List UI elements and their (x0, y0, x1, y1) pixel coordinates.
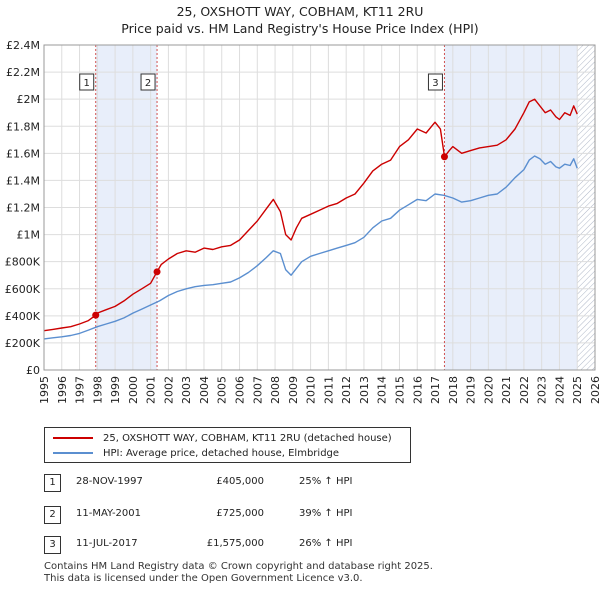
x-tick-label-2017: 2017 (429, 376, 442, 404)
y-tick-label-9: £1.8M (6, 120, 40, 133)
hpi-line (43, 155, 578, 340)
chart-title: 25, OXSHOTT WAY, COBHAM, KT11 2RU (176, 4, 424, 19)
y-tick-label-12: £2.4M (6, 39, 40, 52)
legend-label-hpi: HPI: Average price, detached house, Elmb… (103, 447, 340, 459)
sale-badge-box-1 (79, 73, 95, 91)
chart-legend: 25, OXSHOTT WAY, COBHAM, KT11 2RU (detac… (44, 427, 411, 463)
x-tick-label-2016: 2016 (411, 376, 424, 404)
series-layer (43, 98, 578, 340)
x-tick-label-2024: 2024 (553, 376, 566, 404)
x-tick-label-2009: 2009 (287, 376, 300, 404)
y-tick-label-11: £2.2M (6, 66, 40, 79)
y-tick-label-4: £800K (5, 256, 41, 269)
x-tick-label-1996: 1996 (56, 376, 69, 404)
x-tick-label-2001: 2001 (145, 376, 158, 404)
sale-badge-label-2: 2 (145, 78, 151, 89)
sale-marker-3 (440, 153, 448, 161)
y-tick-label-10: £2M (17, 93, 41, 106)
y-tick-label-5: £1M (17, 229, 41, 242)
footer-copyright: Contains HM Land Registry data © Crown c… (44, 561, 433, 572)
transaction-badge-1: 1 (44, 474, 61, 492)
grid-layer (43, 44, 596, 371)
x-tick-label-2023: 2023 (536, 376, 549, 404)
x-tick-label-2008: 2008 (269, 376, 282, 404)
x-tick-label-1999: 1999 (109, 376, 122, 404)
transaction-date-1: 28-NOV-1997 (76, 476, 143, 487)
y-tick-label-8: £1.6M (6, 147, 40, 160)
x-tick-label-2026: 2026 (589, 376, 600, 404)
x-tick-label-2000: 2000 (127, 376, 140, 404)
y-tick-label-0: £0 (26, 364, 40, 377)
axis-layer: £0 £200K £400K £600K £800K £1M £1.2M £1.4M £1.6M… (5, 39, 600, 404)
y-tick-label-6: £1.2M (6, 202, 40, 215)
x-tick-label-2012: 2012 (340, 376, 353, 404)
x-tick-label-2021: 2021 (500, 376, 513, 404)
transaction-date-2: 11-MAY-2001 (76, 508, 142, 519)
plot-border (43, 44, 596, 371)
x-tick-label-2020: 2020 (482, 376, 495, 404)
x-tick-label-2019: 2019 (465, 376, 478, 404)
sale-badge-label-3: 3 (432, 78, 438, 89)
x-tick-label-2002: 2002 (162, 376, 175, 404)
transaction-price-3: £1,575,000 (206, 538, 264, 549)
x-tick-label-2011: 2011 (322, 376, 335, 404)
x-tick-label-2013: 2013 (358, 376, 371, 404)
y-tick-label-7: £1.4M (6, 174, 40, 187)
x-tick-label-2004: 2004 (198, 376, 211, 404)
transaction-price-2: £725,000 (216, 508, 264, 519)
property-price-line (43, 98, 578, 332)
chart-subtitle: Price paid vs. HM Land Registry's House … (121, 21, 479, 36)
marker-layer: 1 2 3 (79, 73, 448, 319)
x-tick-label-2005: 2005 (216, 376, 229, 404)
transaction-date-3: 11-JUL-2017 (76, 538, 138, 549)
footer-licence: This data is licensed under the Open Gov… (44, 573, 363, 584)
transaction-badge-3: 3 (44, 536, 61, 554)
y-tick-label-3: £600K (5, 283, 41, 296)
x-tick-label-1997: 1997 (74, 376, 87, 404)
transaction-row-2: 2 11-MAY-2001 £725,000 39% ↑ HPI (44, 506, 424, 524)
legend-swatch-hpi (53, 452, 93, 454)
x-tick-label-2018: 2018 (447, 376, 460, 404)
transaction-hpi-3: 26% ↑ HPI (299, 538, 353, 549)
x-tick-label-2015: 2015 (393, 376, 406, 404)
y-tick-label-1: £200K (5, 337, 41, 350)
transaction-row-3: 3 11-JUL-2017 £1,575,000 26% ↑ HPI (44, 536, 424, 554)
sale-badge-box-3 (427, 73, 443, 91)
x-tick-label-2022: 2022 (518, 376, 531, 404)
x-tick-label-2010: 2010 (305, 376, 318, 404)
legend-label-property: 25, OXSHOTT WAY, COBHAM, KT11 2RU (detac… (103, 432, 392, 444)
sale-badge-label-1: 1 (84, 78, 90, 89)
legend-item-hpi: HPI: Average price, detached house, Elmb… (45, 446, 339, 460)
sale-marker-2 (153, 268, 161, 276)
legend-item-property: 25, OXSHOTT WAY, COBHAM, KT11 2RU (detac… (45, 431, 392, 445)
x-tick-label-2014: 2014 (376, 376, 389, 404)
x-tick-label-2003: 2003 (180, 376, 193, 404)
legend-swatch-property (53, 437, 93, 439)
x-tick-label-1998: 1998 (91, 376, 104, 404)
sale-badge-box-2 (140, 73, 156, 91)
x-tick-label-2025: 2025 (571, 376, 584, 404)
x-tick-label-1995: 1995 (38, 376, 51, 404)
transaction-row-1: 1 28-NOV-1997 £405,000 25% ↑ HPI (44, 474, 424, 492)
sale-marker-1 (92, 311, 100, 319)
y-tick-label-2: £400K (5, 310, 41, 323)
transaction-badge-2: 2 (44, 506, 61, 524)
x-tick-label-2007: 2007 (251, 376, 264, 404)
transaction-hpi-1: 25% ↑ HPI (299, 476, 353, 487)
transaction-price-1: £405,000 (216, 476, 264, 487)
x-tick-label-2006: 2006 (234, 376, 247, 404)
transaction-hpi-2: 39% ↑ HPI (299, 508, 353, 519)
